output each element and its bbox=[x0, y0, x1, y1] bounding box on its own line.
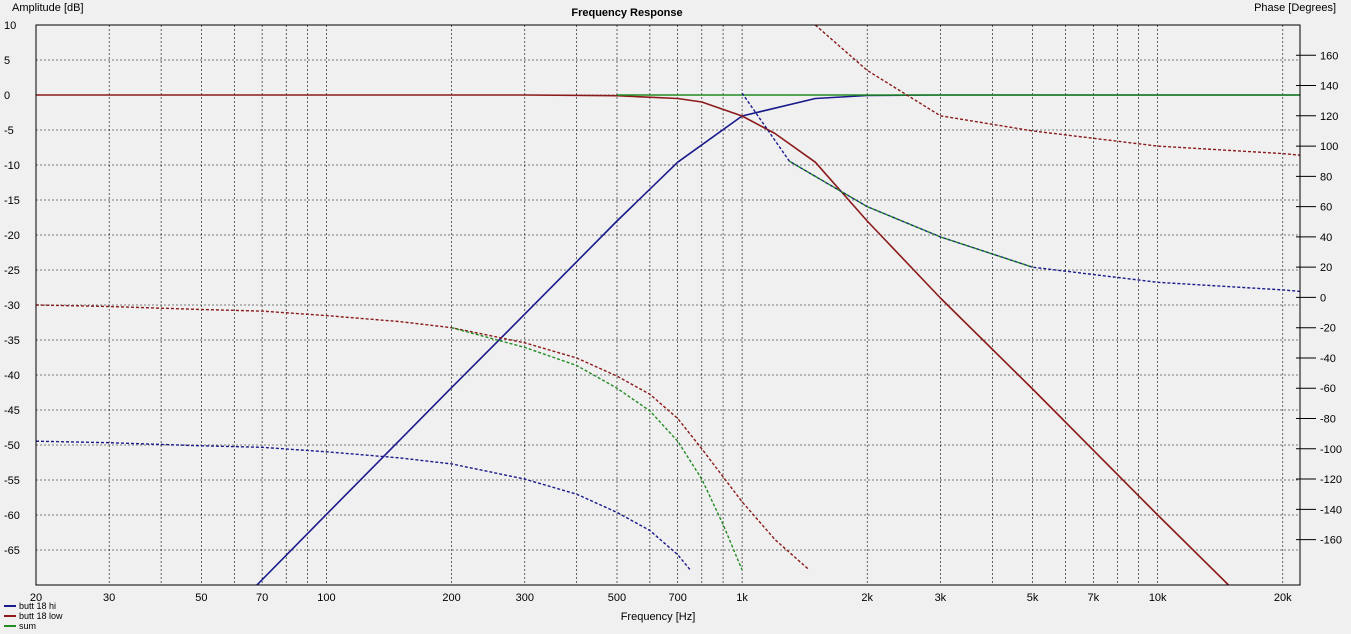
series-layer bbox=[36, 25, 1300, 585]
x-tick-labels: 20 30 50 70 100 200 300 500 700 1k 2k 3k 5k 7k 10k 20k bbox=[30, 592, 1292, 604]
y-left-tick-label: -60 bbox=[4, 510, 20, 522]
x-tick-label: 3k bbox=[935, 592, 947, 604]
y-left-tick-label: -35 bbox=[4, 335, 20, 347]
y-right-tick-label: 20 bbox=[1320, 262, 1332, 274]
y-left-tick-labels: 10 5 0 -5 -10 -15 -20 -25 -30 -35 -40 -45 -50 -55 -60 -… bbox=[4, 20, 20, 557]
chart-title: Frequency Response bbox=[571, 7, 682, 19]
x-tick-label: 10k bbox=[1149, 592, 1167, 604]
y-right-tick-label: -40 bbox=[1320, 353, 1336, 365]
x-tick-label: 20 bbox=[30, 592, 42, 604]
x-tick-label: 700 bbox=[669, 592, 687, 604]
y-right-tick-label: 40 bbox=[1320, 232, 1332, 244]
x-axis-label: Frequency [Hz] bbox=[621, 611, 696, 623]
x-tick-label: 70 bbox=[256, 592, 268, 604]
y-left-tick-label: -65 bbox=[4, 545, 20, 557]
legend-label: sum bbox=[19, 621, 36, 631]
x-tick-label: 2k bbox=[861, 592, 873, 604]
series-phase-butt-18-low bbox=[36, 304, 810, 571]
y-left-tick-label: -10 bbox=[4, 160, 20, 172]
y-right-axis-label: Phase [Degrees] bbox=[1254, 2, 1336, 14]
x-tick-label: 500 bbox=[608, 592, 626, 604]
y-right-tick-label: -120 bbox=[1320, 474, 1342, 486]
series-phase-sum bbox=[451, 327, 743, 571]
x-tick-label: 50 bbox=[195, 592, 207, 604]
y-right-tick-label: -100 bbox=[1320, 444, 1342, 456]
x-tick-label: 7k bbox=[1087, 592, 1099, 604]
series-amplitude-butt-18-low bbox=[36, 94, 1230, 585]
series-phase-butt-18-hi bbox=[36, 440, 691, 571]
y-left-tick-label: -55 bbox=[4, 475, 20, 487]
x-tick-label: 20k bbox=[1274, 592, 1292, 604]
y-left-tick-label: -45 bbox=[4, 405, 20, 417]
x-tick-label: 5k bbox=[1027, 592, 1039, 604]
y-left-tick-label: -15 bbox=[4, 195, 20, 207]
x-tick-label: 100 bbox=[317, 592, 335, 604]
y-right-tick-label: -20 bbox=[1320, 323, 1336, 335]
y-left-tick-label: -25 bbox=[4, 265, 20, 277]
x-tick-label: 300 bbox=[516, 592, 534, 604]
y-left-tick-label: -50 bbox=[4, 440, 20, 452]
x-tick-label: 1k bbox=[736, 592, 748, 604]
legend-label: butt 18 low bbox=[19, 611, 63, 621]
y-left-tick-label: -40 bbox=[4, 370, 20, 382]
y-left-tick-label: 0 bbox=[4, 90, 10, 102]
x-tick-label: 30 bbox=[103, 592, 115, 604]
y-right-tick-label: -160 bbox=[1320, 535, 1342, 547]
y-right-tick-label: 140 bbox=[1320, 81, 1338, 93]
y-left-tick-label: 10 bbox=[4, 20, 16, 32]
y-right-tick-label: -140 bbox=[1320, 504, 1342, 516]
y-right-tick-label: -80 bbox=[1320, 414, 1336, 426]
y-right-tick-label: 60 bbox=[1320, 202, 1332, 214]
y-left-tick-label: -30 bbox=[4, 300, 20, 312]
legend-label: butt 18 hi bbox=[19, 601, 56, 611]
y-right-tick-label: 100 bbox=[1320, 141, 1338, 153]
y-left-tick-label: -5 bbox=[4, 125, 14, 137]
y-right-tick-label: 160 bbox=[1320, 50, 1338, 62]
series-phase-sum bbox=[789, 160, 1033, 268]
y-right-tick-label: 0 bbox=[1320, 292, 1326, 304]
x-tick-label: 200 bbox=[442, 592, 460, 604]
y-right-tick-label: -60 bbox=[1320, 383, 1336, 395]
plot-frame bbox=[35, 24, 1301, 586]
y-right-tick-labels: 160 140 120 100 80 60 40 20 0 -20 -40 -60 -80 -100 -12… bbox=[1296, 50, 1342, 547]
y-right-tick-label: 120 bbox=[1320, 111, 1338, 123]
y-left-axis-label: Amplitude [dB] bbox=[12, 2, 84, 14]
y-left-tick-label: 5 bbox=[4, 55, 10, 67]
y-right-tick-label: 80 bbox=[1320, 171, 1332, 183]
y-left-tick-label: -20 bbox=[4, 230, 20, 242]
